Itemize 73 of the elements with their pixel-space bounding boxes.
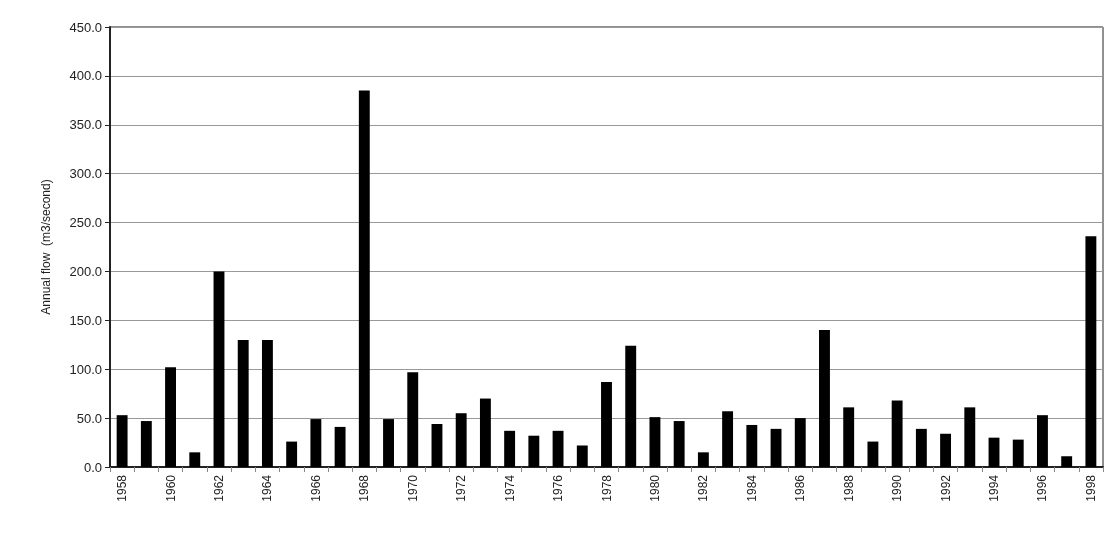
bar xyxy=(891,400,903,467)
x-tick-label: 1986 xyxy=(793,474,808,502)
y-tick-label: 150.0 xyxy=(69,312,102,328)
bar xyxy=(455,413,467,467)
x-tick-label: 1962 xyxy=(211,474,226,502)
x-tick-label: 1976 xyxy=(551,474,566,502)
x-tick-label: 1998 xyxy=(1083,474,1098,502)
y-tick-label: 250.0 xyxy=(69,215,102,231)
x-tick-label: 1958 xyxy=(115,474,130,502)
bar xyxy=(673,421,685,467)
bar xyxy=(213,271,225,467)
bar xyxy=(140,421,152,467)
bar xyxy=(625,345,637,467)
bar xyxy=(1012,439,1024,467)
x-tick-label: 1972 xyxy=(454,474,469,502)
bar xyxy=(504,430,516,467)
bar xyxy=(722,411,734,467)
bar xyxy=(819,330,830,467)
bar xyxy=(286,441,298,467)
bar xyxy=(528,435,540,467)
x-tick-label: 1968 xyxy=(357,474,372,502)
y-tick-label: 350.0 xyxy=(69,117,102,133)
x-tick-label: 1990 xyxy=(890,474,905,502)
x-tick-label: 1984 xyxy=(744,474,759,502)
bar xyxy=(770,428,782,467)
x-tick-label: 1994 xyxy=(987,474,1002,502)
x-tick-label: 1964 xyxy=(260,474,275,502)
y-tick-label: 450.0 xyxy=(69,19,102,35)
bar xyxy=(601,381,612,467)
bar xyxy=(552,430,564,467)
y-tick-label: 0.0 xyxy=(83,459,102,475)
bar xyxy=(261,339,273,467)
bar xyxy=(189,452,201,467)
bar xyxy=(576,445,588,467)
bar xyxy=(358,90,370,467)
bar xyxy=(1061,456,1073,467)
bar xyxy=(479,398,491,467)
x-tick-label: 1974 xyxy=(502,474,517,502)
bar xyxy=(237,339,249,467)
y-tick-label: 400.0 xyxy=(69,68,102,84)
bar xyxy=(1037,415,1048,467)
bar xyxy=(746,424,758,467)
x-tick-label: 1970 xyxy=(405,474,420,502)
bar xyxy=(867,441,879,467)
x-tick-label: 1966 xyxy=(308,474,323,502)
x-tick-label: 1980 xyxy=(647,474,662,502)
bar xyxy=(407,372,419,467)
bar xyxy=(334,426,346,467)
y-axis-title: Annual flow (m3/second) xyxy=(39,179,53,315)
bar xyxy=(383,419,394,467)
bar xyxy=(843,407,855,467)
y-tick-label: 50.0 xyxy=(76,410,102,426)
bar xyxy=(310,419,322,467)
bar xyxy=(431,423,443,467)
x-tick-label: 1982 xyxy=(696,474,711,502)
bar xyxy=(964,407,976,467)
bar xyxy=(116,415,128,467)
x-tick-label: 1988 xyxy=(841,474,856,502)
y-tick-label: 300.0 xyxy=(69,166,102,182)
x-tick-label: 1992 xyxy=(938,474,953,502)
x-tick-label: 1960 xyxy=(163,474,178,502)
bar xyxy=(1085,236,1097,467)
y-tick-label: 200.0 xyxy=(69,263,102,279)
bar xyxy=(165,367,176,467)
bar xyxy=(940,433,952,467)
bar xyxy=(649,417,661,467)
bar xyxy=(988,437,1000,467)
bar xyxy=(794,418,806,467)
x-tick-label: 1978 xyxy=(599,474,614,502)
x-tick-label: 1996 xyxy=(1035,474,1050,502)
y-tick-label: 100.0 xyxy=(69,361,102,377)
bar xyxy=(697,452,709,467)
bar xyxy=(915,428,927,467)
